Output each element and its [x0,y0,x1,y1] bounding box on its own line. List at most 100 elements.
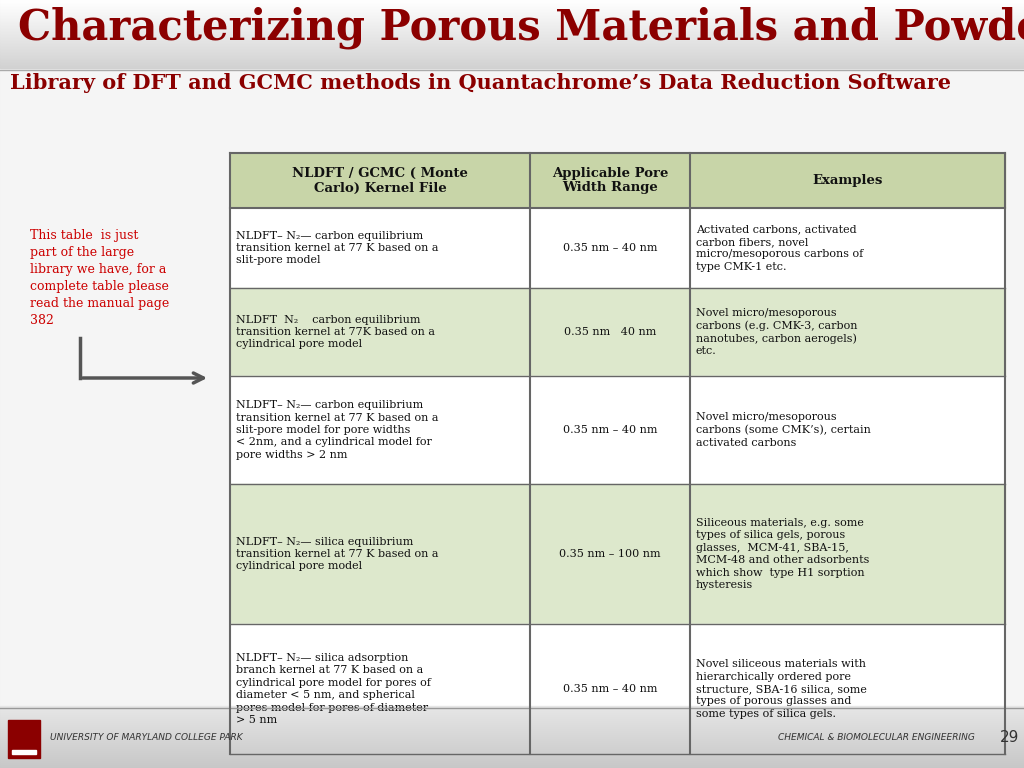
Bar [0,662,1024,663]
Text: Applicable Pore
Width Range: Applicable Pore Width Range [552,167,669,194]
Bar [0,71,1024,72]
Bar [0,754,1024,755]
Bar [0,95,1024,96]
Bar [0,644,1024,645]
Bar [0,477,1024,478]
Bar [0,650,1024,651]
Bar [0,418,1024,419]
Bar [0,749,1024,750]
Bar [0,524,1024,525]
Text: NLDFT– N₂— silica adsorption
branch kernel at 77 K based on a
cylindrical pore m: NLDFT– N₂— silica adsorption branch kern… [236,653,431,725]
Bar [0,206,1024,207]
Bar [0,356,1024,357]
Bar [0,291,1024,292]
Bar [0,638,1024,639]
Bar [0,422,1024,423]
Bar [0,343,1024,344]
Bar [0,701,1024,702]
Bar [0,441,1024,442]
Bar [0,77,1024,78]
Bar [0,391,1024,392]
Bar [0,254,1024,255]
Bar [0,75,1024,76]
Bar [0,270,1024,271]
Bar [0,378,1024,379]
Bar [0,518,1024,519]
Bar [0,755,1024,756]
Bar [0,680,1024,681]
Bar [0,32,1024,33]
Bar [0,374,1024,375]
Bar [0,67,1024,68]
Bar [0,230,1024,231]
Bar [0,675,1024,676]
Bar [0,727,1024,728]
Bar [0,48,1024,49]
Bar [0,419,1024,420]
Bar [0,373,1024,374]
Bar [0,630,1024,631]
Bar [0,412,1024,413]
Bar [0,1,1024,2]
Bar [0,753,1024,754]
Bar [0,348,1024,349]
Bar [0,583,1024,584]
Bar [0,407,1024,408]
Bar [0,678,1024,679]
Bar [0,152,1024,153]
Bar [0,658,1024,659]
Bar [0,202,1024,203]
Bar [0,13,1024,14]
Bar [0,499,1024,500]
Bar [0,413,1024,414]
Bar [0,324,1024,325]
Bar [0,222,1024,223]
Bar [0,767,1024,768]
Bar [0,562,1024,563]
Bar [0,97,1024,98]
Bar [0,709,1024,710]
Bar [0,716,1024,717]
Bar [0,713,1024,714]
Bar [0,760,1024,761]
Bar [0,737,1024,738]
Bar [0,17,1024,18]
Bar [0,363,1024,364]
Bar [0,90,1024,91]
Bar [0,624,1024,625]
Bar [0,89,1024,90]
Bar [0,535,1024,536]
Bar [0,331,1024,332]
Bar [0,58,1024,59]
Bar [0,527,1024,528]
Bar [0,592,1024,593]
Bar [0,706,1024,707]
Bar [0,726,1024,727]
Bar [0,684,1024,685]
Bar [0,415,1024,416]
Bar [0,521,1024,522]
Bar [0,288,1024,289]
Bar [0,20,1024,21]
Bar [0,699,1024,700]
Bar [0,2,1024,3]
Bar [0,430,1024,431]
Bar [0,531,1024,532]
Text: Siliceous materials, e.g. some
types of silica gels, porous
glasses,  MCM-41, SB: Siliceous materials, e.g. some types of … [696,518,869,590]
Bar [0,729,1024,730]
Bar [0,736,1024,737]
Bar [0,381,1024,382]
Bar [0,235,1024,236]
Bar [0,481,1024,482]
Bar [0,734,1024,735]
Bar [0,502,1024,503]
Bar [0,738,1024,739]
Bar [0,368,1024,369]
Bar [0,84,1024,85]
Bar [0,240,1024,241]
Bar [0,762,1024,763]
Bar [0,648,1024,649]
Bar [0,338,1024,339]
Bar [0,736,1024,737]
Bar [0,534,1024,535]
